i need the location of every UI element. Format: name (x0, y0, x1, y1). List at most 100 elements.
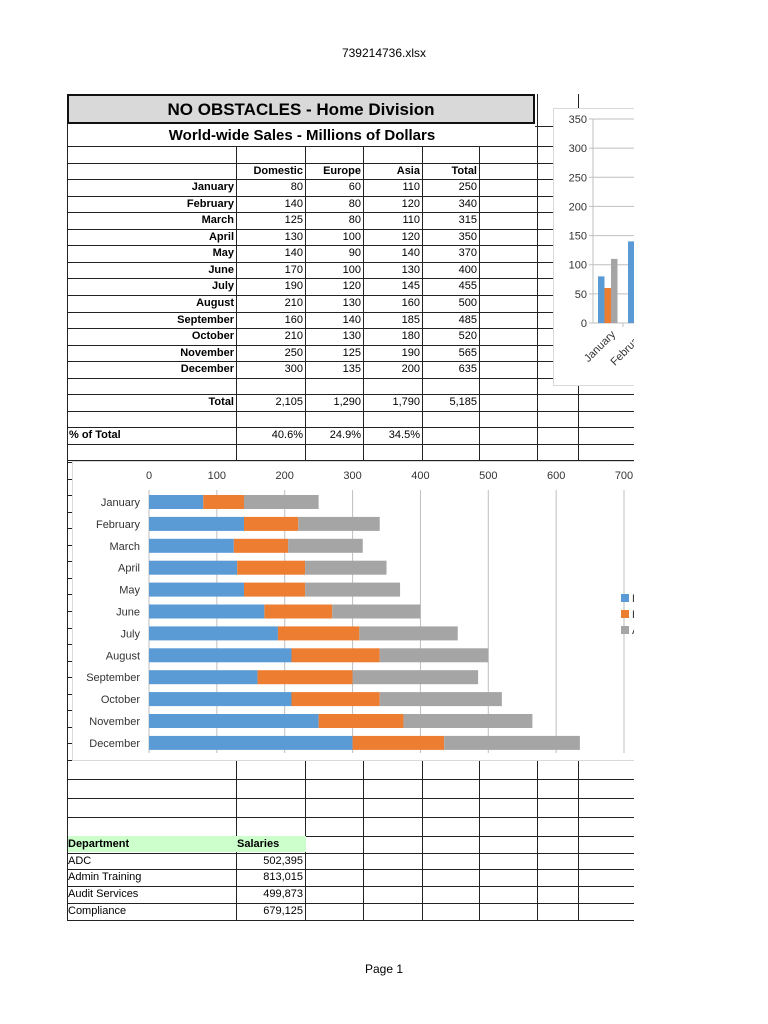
column-europe (604, 288, 611, 323)
month-label: February (186, 197, 234, 210)
total-value: 1,790 (392, 396, 420, 409)
bar-europe (277, 626, 360, 641)
bar-europe (291, 648, 380, 663)
row-line (67, 886, 634, 887)
bar-domestic (149, 560, 238, 575)
sales-value: 190 (401, 346, 420, 359)
col-line (305, 146, 306, 460)
category-label: September (86, 672, 140, 684)
y-tick-label: 300 (569, 143, 587, 155)
month-label: June (208, 263, 234, 276)
legend-label: Asia (632, 625, 634, 637)
col-line (236, 146, 237, 460)
row-line (67, 869, 634, 870)
column-domestic (598, 276, 605, 323)
bar-asia (444, 735, 580, 750)
col-line (578, 760, 579, 920)
x-tick-label: 200 (276, 470, 294, 482)
sales-value: 135 (342, 363, 361, 376)
row-tick (67, 544, 72, 546)
sales-value: 140 (342, 313, 361, 326)
row-tick (67, 478, 72, 480)
sales-value: 210 (284, 296, 303, 309)
category-label: November (89, 716, 140, 728)
month-label: January (191, 181, 234, 194)
stacked-bar-chart: 0 100 200 300 400 500 600 700 January February Mar… (72, 461, 634, 761)
sales-value: 500 (458, 296, 477, 309)
sales-value: 130 (284, 230, 303, 243)
column-header: Total (451, 164, 477, 177)
row-line (67, 920, 634, 921)
row-line (67, 228, 634, 230)
sales-value: 110 (402, 214, 420, 227)
col-line (67, 94, 68, 460)
row-tick (67, 462, 72, 463)
sales-value: 100 (342, 230, 361, 243)
x-tick-label: 300 (343, 470, 361, 482)
row-line (67, 361, 634, 363)
category-label: May (119, 585, 140, 597)
total-value: 1,290 (333, 396, 361, 409)
row-line (67, 836, 634, 837)
row-line (67, 344, 634, 346)
month-label: July (211, 280, 234, 293)
sales-value: 250 (284, 346, 303, 359)
sales-value: 315 (458, 214, 477, 227)
salaries-header: Salaries (237, 836, 306, 852)
row-tick (67, 644, 72, 646)
bar-asia (352, 670, 479, 685)
row-tick (67, 726, 72, 728)
sheet-title: NO OBSTACLES - Home Division (67, 94, 535, 124)
column-asia (611, 258, 618, 323)
row-line (67, 798, 634, 799)
row-tick (67, 710, 72, 712)
row-line (67, 162, 634, 164)
sales-value: 120 (401, 230, 420, 243)
bar-europe (203, 495, 244, 509)
sales-value: 120 (342, 280, 361, 293)
bar-asia (305, 582, 401, 597)
row-tick (67, 743, 72, 745)
col-line (363, 760, 364, 920)
department-name: Compliance (68, 905, 127, 917)
stacked-bar-chart-svg: 0 100 200 300 400 500 600 700 January February Mar… (86, 470, 634, 753)
category-label: October (101, 694, 140, 706)
salary-value: 502,395 (263, 854, 303, 867)
y-tick-label: 350 (569, 114, 587, 126)
bar-europe (257, 670, 353, 685)
month-label: December (180, 363, 234, 376)
row-line (67, 903, 634, 904)
legend-label: Domestic (632, 593, 634, 605)
sales-value: 455 (458, 280, 477, 293)
pct-label: % of Total (69, 429, 121, 442)
sales-value: 635 (458, 363, 477, 376)
pct-value: 34.5% (388, 429, 420, 442)
row-line (67, 195, 634, 197)
total-label: Total (208, 396, 234, 409)
bar-asia (305, 560, 387, 575)
sales-value: 185 (401, 313, 420, 326)
col-line (537, 760, 538, 920)
bar-domestic (149, 626, 278, 641)
salary-value: 679,125 (263, 905, 303, 917)
row-tick (67, 561, 72, 563)
bar-domestic (149, 582, 244, 597)
month-label: April (208, 230, 234, 243)
row-line (67, 328, 634, 330)
row-line (67, 443, 634, 445)
row-line (67, 261, 634, 263)
row-line (67, 278, 634, 280)
spreadsheet: NO OBSTACLES - Home Division World-wide … (67, 94, 634, 921)
sales-value: 160 (401, 296, 420, 309)
row-line (67, 311, 634, 313)
category-label: March (109, 541, 140, 553)
sales-value: 110 (402, 181, 420, 194)
row-line (67, 146, 634, 147)
column-chart: 0 50 100 150 200 250 300 350 January February (553, 108, 634, 386)
sales-value: 60 (348, 181, 361, 194)
x-tick-label: 0 (146, 470, 152, 482)
file-name: 739214736.xlsx (341, 46, 427, 60)
department-name: Admin Training (68, 871, 142, 883)
sales-value: 350 (458, 230, 477, 243)
